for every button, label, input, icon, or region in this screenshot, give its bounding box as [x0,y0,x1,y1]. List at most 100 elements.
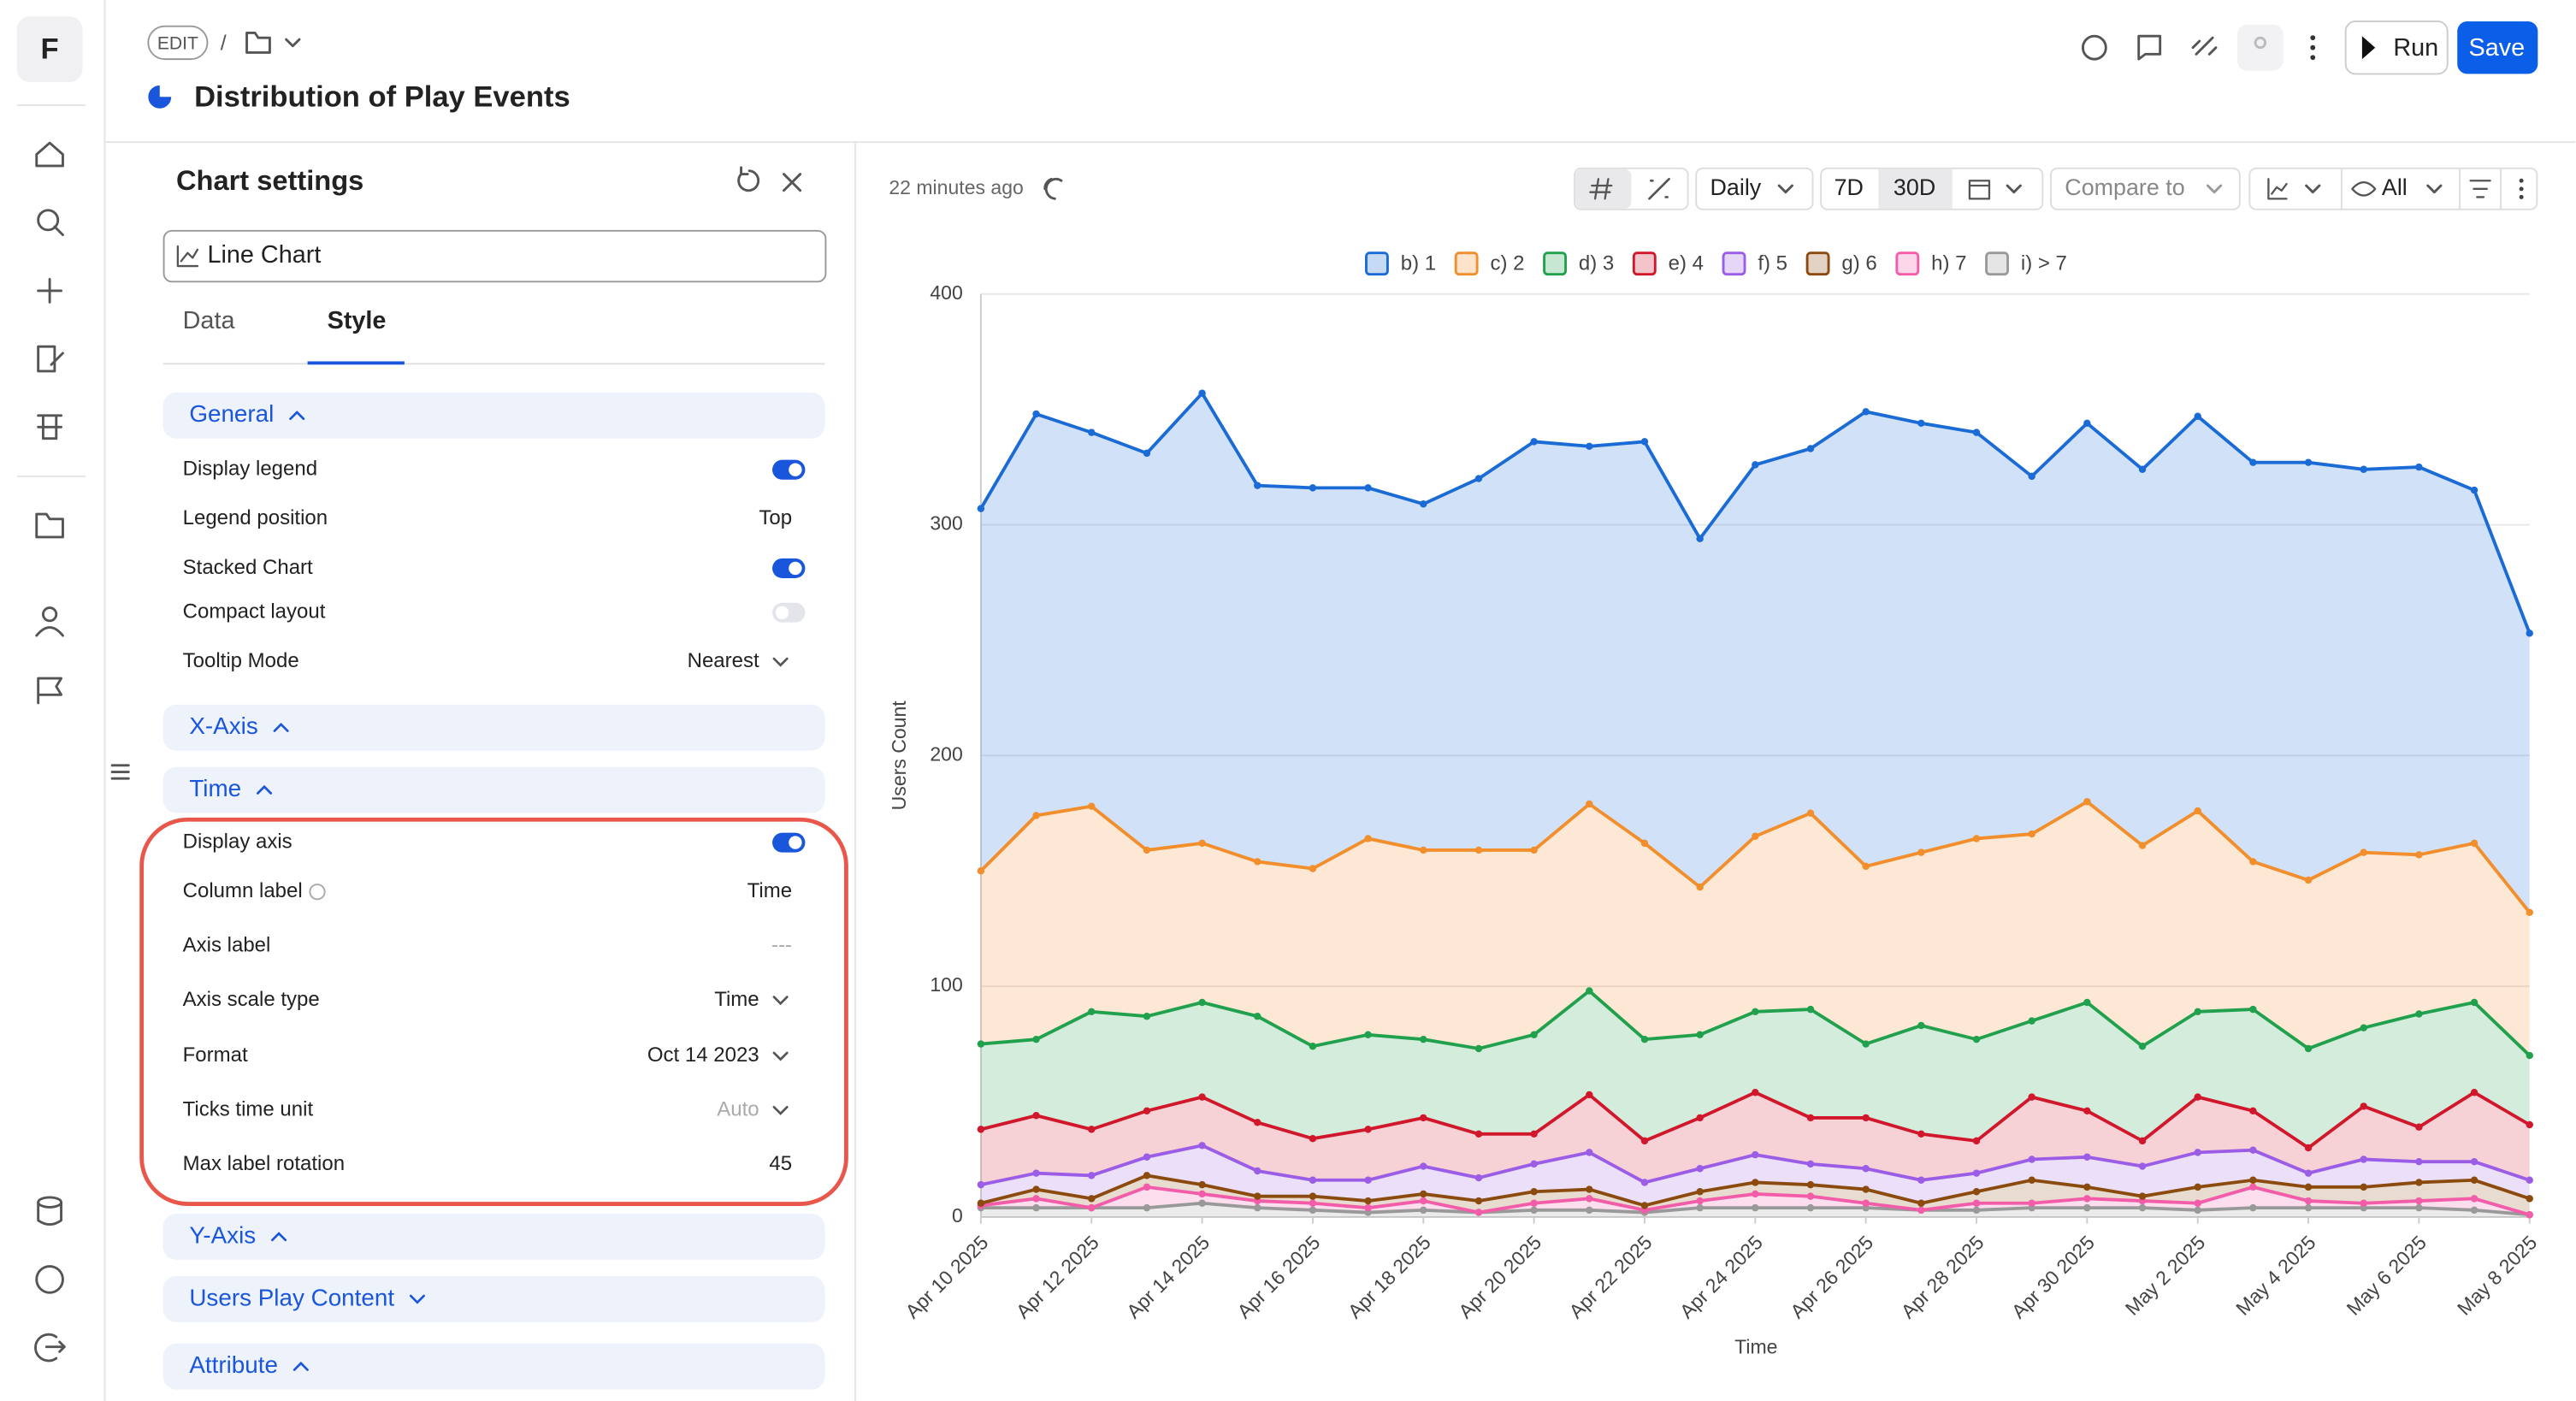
user-icon[interactable] [41,606,58,623]
chart-more-button[interactable] [2519,178,2524,183]
percent-mode-button[interactable] [1648,177,1670,200]
calendar-button[interactable] [1968,180,1991,200]
legend-swatch[interactable] [1543,251,1567,276]
point [1088,1126,1096,1133]
point [1530,846,1538,854]
edit-icon[interactable] [37,345,64,373]
point [2360,1024,2367,1032]
point [1474,846,1483,854]
toggle-knob [775,606,789,619]
help-icon[interactable] [35,1265,64,1294]
point [1696,1203,1704,1212]
search-icon[interactable] [37,209,60,232]
save-button[interactable] [2457,21,2538,74]
legend-swatch[interactable] [1454,251,1479,276]
link-button[interactable] [2191,36,2218,56]
logo[interactable] [16,16,83,83]
point [2194,1008,2201,1016]
chevron [772,1105,789,1115]
chart-view-button[interactable] [2267,178,2288,200]
legend-label[interactable]: e) 4 [1669,252,1704,275]
point [1474,1197,1483,1205]
reset-button[interactable] [737,166,760,192]
hash-icon [1589,178,1613,200]
y-tick-label: 300 [930,512,962,535]
folder-icon[interactable] [35,512,64,539]
point [2194,1183,2201,1191]
legend-swatch[interactable] [1985,251,2009,276]
legend-label[interactable]: b) 1 [1401,252,1436,275]
share-icon [2254,36,2267,50]
legend-label[interactable]: d) 3 [1579,252,1614,275]
refresh-button[interactable] [1043,177,1063,200]
legend-swatch[interactable] [1895,251,1920,276]
eye-icon[interactable] [2351,181,2377,197]
more-button[interactable] [2310,35,2316,41]
point [2470,1176,2479,1184]
point [1143,1012,1151,1020]
section-header[interactable] [162,1343,825,1390]
point [2028,1156,2035,1163]
legend-swatch[interactable] [1365,251,1389,276]
range-button[interactable]: 30D [1894,174,1935,200]
section-header[interactable] [162,766,825,813]
point [1696,1114,1704,1122]
legend-swatch[interactable] [1805,251,1830,276]
point [1420,1114,1427,1122]
tab[interactable]: Data [183,307,236,334]
flag-icon[interactable] [37,677,62,705]
section-header[interactable] [162,392,825,439]
point [2526,1120,2533,1129]
granularity-select[interactable] [1695,167,1814,210]
setting-value[interactable]: Auto [717,1097,759,1120]
filter-button[interactable] [2469,180,2491,198]
home-icon[interactable] [35,141,64,168]
section-header[interactable] [162,704,825,751]
point [2470,1195,2479,1203]
run-button[interactable] [2344,21,2449,75]
section-header[interactable] [162,1214,825,1260]
legend-label[interactable]: f) 5 [1758,252,1787,275]
database-icon[interactable] [37,1196,62,1209]
chevron [1777,184,1793,194]
point [2249,458,2257,466]
setting-label: Axis label [183,933,271,956]
chart-type-select[interactable] [162,229,827,283]
range-button[interactable]: 7D [1835,174,1864,200]
number-mode-button[interactable] [1575,168,1632,209]
legend-label[interactable]: g) 6 [1841,252,1876,275]
visibility: All [2382,174,2408,200]
lab-icon[interactable] [37,414,62,440]
legend-swatch[interactable] [1632,251,1657,276]
legend-swatch[interactable] [1722,251,1746,276]
point [1862,862,1870,871]
point [1640,1202,1649,1209]
point [1640,839,1649,848]
close-button[interactable] [783,173,802,192]
y-tick-label: 400 [930,281,962,304]
point [1752,832,1759,840]
compare-select[interactable] [2050,167,2241,210]
legend-label[interactable]: c) 2 [1491,252,1525,275]
point [2526,908,2533,917]
logout-icon[interactable] [34,1333,66,1363]
help-button[interactable] [2081,34,2107,61]
point [1309,1206,1317,1215]
point [2249,1005,2257,1014]
tab[interactable]: Style [328,307,387,334]
folder-dropdown[interactable] [245,31,301,54]
edit-badge[interactable] [147,25,209,61]
point [1972,1137,1981,1145]
comment-button[interactable] [2137,34,2162,61]
legend-label[interactable]: h) 7 [1931,252,1966,275]
granularity: Daily [1710,174,1762,200]
section-header[interactable] [162,1276,825,1322]
legend-label[interactable]: i) > 7 [2021,252,2067,275]
list-icon[interactable] [110,764,130,780]
setting-value[interactable]: Nearest [688,649,759,672]
setting-value[interactable]: Time [714,988,759,1011]
setting-value[interactable]: Oct 14 2023 [647,1043,759,1067]
y-tick-label: 100 [930,973,962,996]
point [1198,1190,1206,1198]
add-icon[interactable] [37,278,62,304]
